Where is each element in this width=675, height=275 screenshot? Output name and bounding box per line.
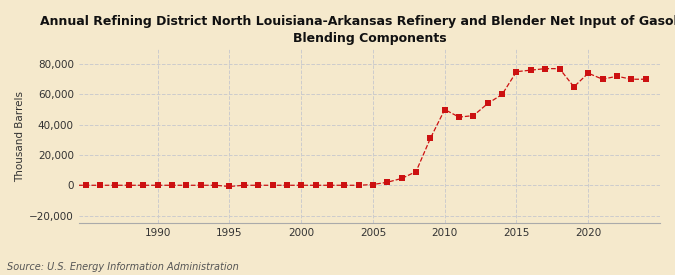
Text: Source: U.S. Energy Information Administration: Source: U.S. Energy Information Administ… [7,262,238,272]
Y-axis label: Thousand Barrels: Thousand Barrels [15,90,25,182]
Title: Annual Refining District North Louisiana-Arkansas Refinery and Blender Net Input: Annual Refining District North Louisiana… [40,15,675,45]
